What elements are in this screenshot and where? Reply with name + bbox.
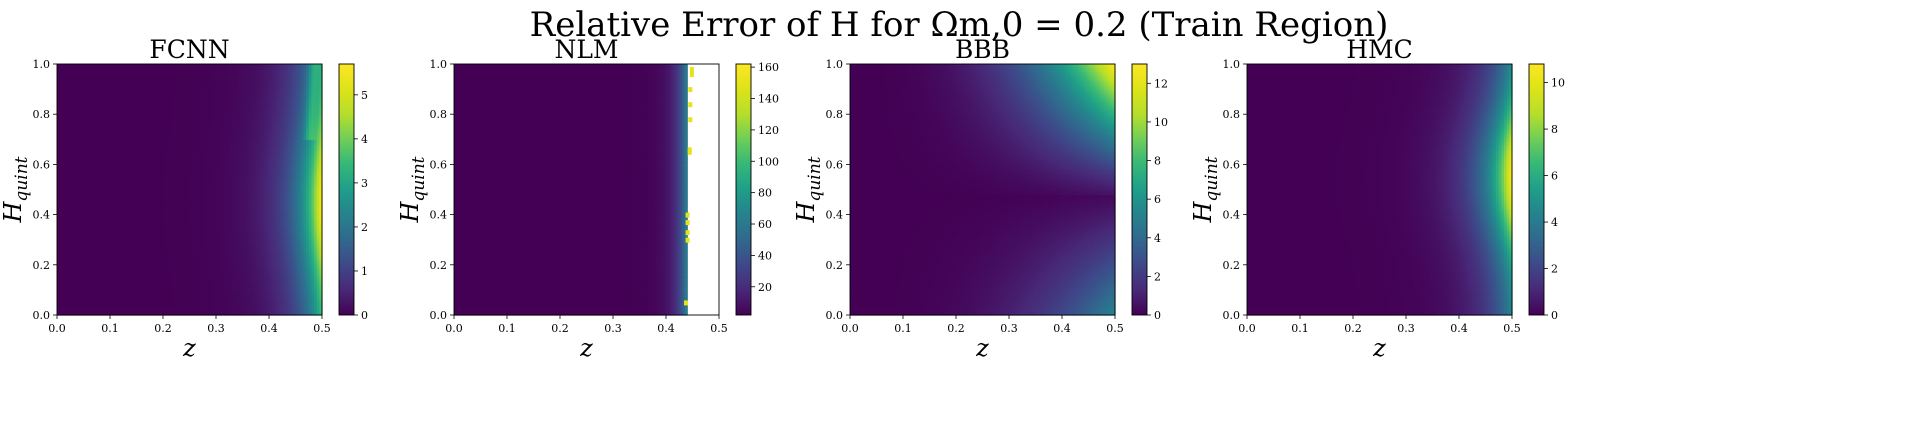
subplot-fcnn: 0.0 0.1 0.2 0.3 0.4 0.50.00.20.40.60.81.0FCNN… bbox=[0, 35, 368, 362]
heatmap-cells bbox=[57, 64, 323, 316]
